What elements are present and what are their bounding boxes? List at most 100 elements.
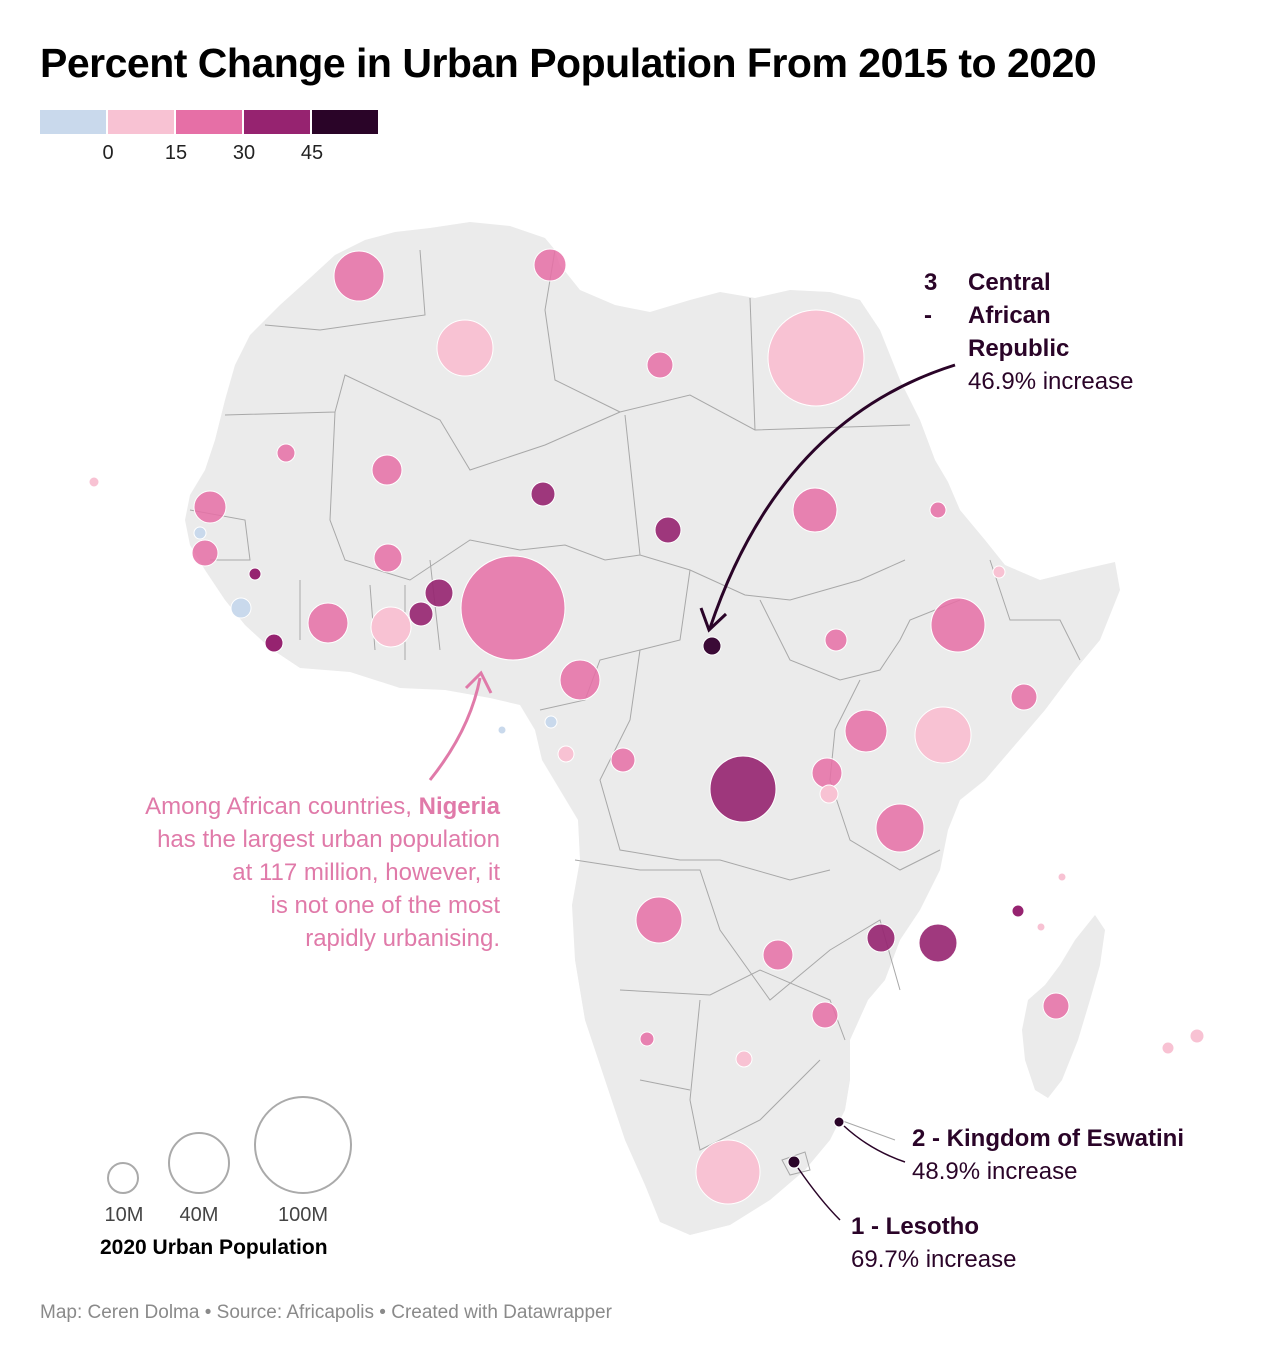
bubble-gabon — [557, 745, 575, 763]
bubble-south-sudan — [824, 628, 848, 652]
color-legend — [40, 110, 380, 134]
nigeria-country: Nigeria — [418, 793, 500, 820]
bubble-tunisia — [533, 248, 567, 282]
bubble-mozambique — [918, 923, 958, 963]
car-name-3: Republic — [968, 335, 1070, 362]
bubble-mauritania — [276, 443, 296, 463]
nigeria-line-4: is not one of the most — [270, 892, 500, 919]
bubble-mauritius — [1189, 1028, 1205, 1044]
eswatini-leader — [843, 1125, 906, 1163]
bubble-gambia — [193, 526, 207, 540]
eswatini-value: 48.9% increase — [912, 1158, 1078, 1185]
nigeria-line-3: at 117 million, however, it — [232, 859, 500, 886]
lesotho-value: 69.7% increase — [851, 1246, 1017, 1273]
nigeria-annotation: Among African countries, Nigeria has the… — [40, 790, 500, 955]
footer-credits: Map: Ceren Dolma • Source: Africapolis •… — [40, 1302, 612, 1323]
bubble-seychelles — [1057, 872, 1067, 882]
bubble-benin — [424, 578, 454, 608]
nigeria-line-5: rapidly urbanising. — [305, 925, 500, 952]
bubble-ghana — [370, 606, 412, 648]
bubble-ivory-coast — [307, 602, 349, 644]
car-arrow — [708, 363, 956, 629]
bubble-layer — [88, 248, 1205, 1205]
size-legend-title: 2020 Urban Population — [100, 1236, 328, 1259]
bubble-botswana — [735, 1050, 753, 1068]
lesotho-leader — [797, 1167, 841, 1221]
bubble-congo — [610, 747, 636, 773]
lesotho-name: 1 - Lesotho — [851, 1213, 980, 1240]
bubble-guinea-bissau — [264, 633, 284, 653]
bubble-djibouti — [992, 565, 1006, 579]
bubble-angola — [635, 896, 683, 944]
bubble-eritrea — [929, 501, 947, 519]
bubble-uganda — [844, 709, 888, 753]
size-legend-40m — [168, 1132, 230, 1194]
bubble-cape-verde — [88, 476, 100, 488]
nigeria-arrow — [428, 677, 482, 781]
bubble-nigeria — [460, 555, 566, 661]
bubble-chad — [654, 516, 682, 544]
legend-tick: 15 — [164, 142, 188, 164]
bubble-zambia — [762, 939, 794, 971]
legend-tick: 30 — [232, 142, 256, 164]
eswatini-name: 2 - Kingdom of Eswatini — [912, 1125, 1185, 1152]
bubble-lesotho — [787, 1155, 801, 1169]
size-legend-10m — [107, 1162, 139, 1194]
legend-swatch-5 — [312, 110, 378, 134]
bubble-rwanda — [811, 757, 843, 789]
bubble-ethiopia — [930, 597, 986, 653]
eswatini-annotation: 2 - Kingdom of Eswatini 48.9% increase — [912, 1122, 1184, 1188]
bubble-egypt — [767, 309, 865, 407]
car-value: 46.9% increase — [968, 368, 1134, 395]
size-legend-100m — [254, 1096, 352, 1194]
bubble-burundi — [819, 784, 839, 804]
bubble-south-africa — [695, 1139, 761, 1205]
bubble-drc — [709, 755, 777, 823]
lesotho-annotation: 1 - Lesotho 69.7% increase — [851, 1210, 1016, 1276]
size-legend-label-100m: 100M — [277, 1204, 329, 1226]
bubble-algeria — [436, 319, 494, 377]
bubble-namibia — [639, 1031, 655, 1047]
bubble-togo — [408, 601, 434, 627]
legend-swatch-1 — [40, 110, 106, 134]
car-name-2: African — [968, 302, 1051, 329]
bubble-liberia — [230, 597, 252, 619]
size-legend-label-10m: 10M — [104, 1204, 144, 1226]
bubble-madagascar — [1042, 992, 1070, 1020]
bubble-reunion — [1161, 1041, 1175, 1055]
bubble-sierra-leone — [248, 567, 262, 581]
legend-swatch-2 — [108, 110, 174, 134]
bubble-tanzania — [875, 803, 925, 853]
bubble-burkina — [373, 543, 403, 573]
legend-swatch-3 — [176, 110, 242, 134]
bubble-kenya — [914, 706, 972, 764]
size-legend-label-40m: 40M — [179, 1204, 219, 1226]
bubble-mayotte — [1036, 922, 1046, 932]
bubble-equatorial-guinea — [544, 715, 558, 729]
bubble-niger — [530, 481, 556, 507]
nigeria-text: Among African countries, — [145, 793, 419, 820]
nigeria-arrowhead — [464, 670, 493, 694]
chart-title: Percent Change in Urban Population From … — [40, 40, 1097, 86]
nigeria-line-1: Among African countries, Nigeria — [40, 790, 500, 823]
africa-landmass — [185, 222, 1120, 1235]
car-rank: 3 - — [924, 269, 938, 329]
bubble-mali — [371, 454, 403, 486]
legend-swatch-4 — [244, 110, 310, 134]
car-arrowhead — [699, 607, 728, 633]
bubble-sudan — [792, 487, 838, 533]
bubble-sao-tome — [497, 725, 507, 735]
legend-tick: 0 — [102, 142, 114, 164]
bubble-eswatini — [833, 1116, 845, 1128]
bubble-guinea — [191, 539, 219, 567]
legend-tick: 45 — [300, 142, 324, 164]
bubble-malawi — [866, 923, 896, 953]
bubble-morocco — [333, 250, 385, 302]
bubble-cameroon — [559, 659, 601, 701]
bubble-senegal — [193, 490, 227, 524]
country-borders — [189, 249, 1081, 1176]
bubble-car — [702, 636, 722, 656]
car-name-1: Central — [968, 269, 1051, 296]
bubble-libya — [646, 351, 674, 379]
